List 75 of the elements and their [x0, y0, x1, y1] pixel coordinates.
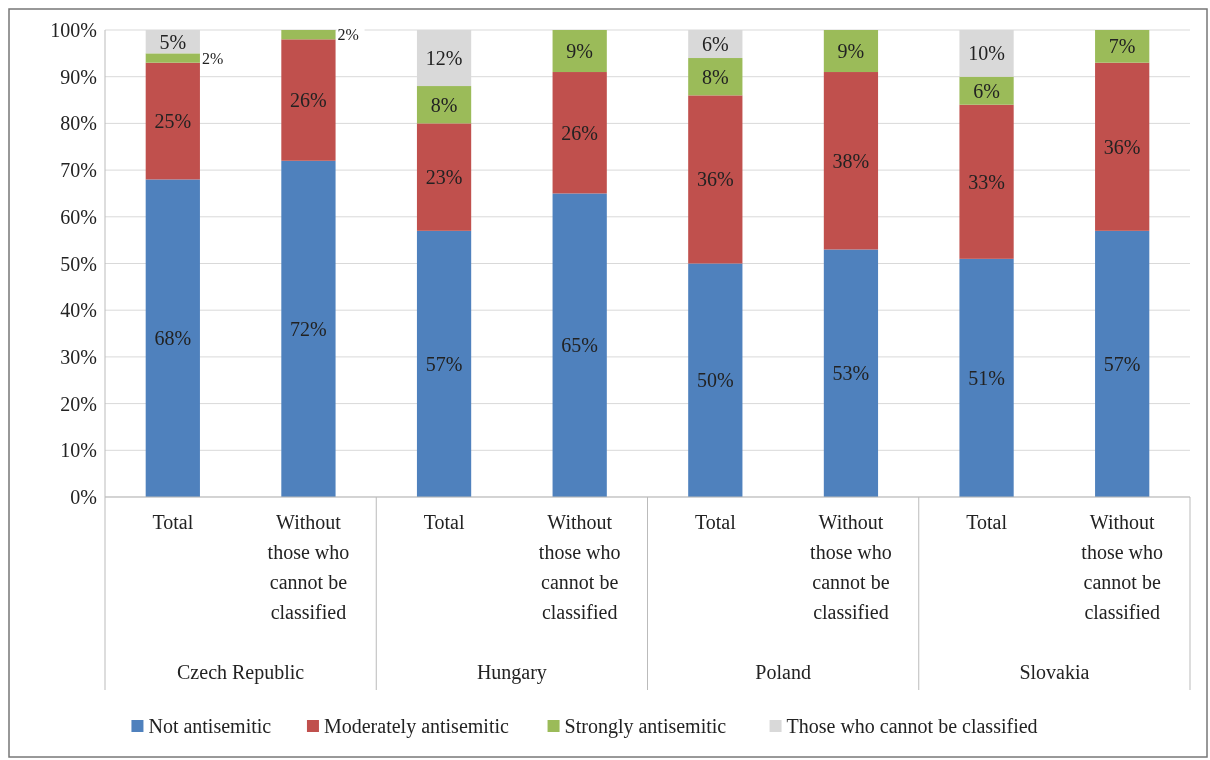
y-tick-label: 50%: [60, 252, 97, 275]
data-label: 26%: [290, 89, 327, 112]
x-tick-label: Without those who cannot be classified: [538, 511, 621, 623]
bar: [959, 104, 1014, 259]
y-tick-label: 60%: [60, 205, 97, 228]
data-label: 2%: [201, 49, 224, 67]
bar: [416, 230, 472, 497]
y-tick-label: 20%: [60, 392, 97, 415]
data-label: 33%: [968, 170, 1005, 193]
data-label: 38%: [832, 149, 870, 172]
bar: [145, 179, 200, 497]
bar: [1095, 30, 1150, 63]
bar: [552, 72, 607, 194]
data-label: 6%: [973, 79, 1000, 102]
y-tick-label: 70%: [60, 159, 97, 182]
text: Czech Republic: [177, 661, 305, 684]
bar: [552, 30, 607, 73]
y-tick-label: 0%: [70, 486, 97, 508]
bar: [1095, 230, 1150, 497]
x-tick-label: Total: [966, 511, 1008, 533]
bar: [823, 72, 879, 250]
y-tick-label: 90%: [60, 65, 97, 88]
x-tick-label: Without those who cannot be classified: [1081, 511, 1164, 623]
data-label: 26%: [561, 121, 599, 144]
data-label: 57%: [1103, 352, 1141, 375]
data-label: 10%: [968, 42, 1005, 65]
data-label: 72%: [290, 317, 327, 340]
y-tick-label: 80%: [60, 112, 97, 135]
x-tick-label: Total: [423, 511, 465, 533]
x-tick-label: Total: [694, 511, 737, 533]
bar: [552, 193, 607, 497]
text: Slovakia: [1019, 661, 1090, 683]
data-label: 8%: [701, 65, 729, 88]
data-label: 36%: [696, 168, 734, 191]
data-label: 6%: [701, 33, 729, 56]
data-label: 68%: [154, 327, 192, 350]
data-label: 36%: [1103, 135, 1141, 158]
y-tick-label: 100%: [50, 19, 97, 41]
legend-label: Strongly antisemitic: [564, 715, 727, 738]
data-label: 9%: [837, 40, 865, 63]
bar: [145, 62, 200, 180]
bar: [688, 95, 743, 264]
x-tick-label: Total: [152, 511, 194, 533]
bar: [823, 30, 879, 73]
bar: [959, 258, 1014, 497]
data-label: 2%: [337, 26, 359, 44]
bar: [416, 123, 472, 231]
data-label: 23%: [425, 166, 463, 189]
data-label: 5%: [159, 30, 187, 53]
y-tick-label: 40%: [60, 299, 97, 322]
data-label: 51%: [968, 366, 1005, 389]
data-label: 12%: [425, 47, 463, 70]
x-tick-label: Without those who cannot be classified: [810, 511, 892, 623]
legend-label: Those who cannot be classified: [786, 715, 1038, 737]
bar: [688, 263, 743, 497]
y-tick-label: 10%: [60, 439, 97, 462]
data-label: 50%: [696, 369, 734, 392]
data-label: 8%: [430, 93, 458, 116]
data-label: 57%: [425, 352, 463, 375]
legend-label: Moderately antisemitic: [323, 715, 510, 738]
bar: [281, 30, 336, 40]
bar: [281, 160, 336, 497]
legend-label: Not antisemitic: [148, 715, 272, 737]
data-label: 9%: [566, 40, 594, 63]
text: Hungary: [476, 661, 547, 684]
data-label: 53%: [832, 362, 870, 385]
x-tick-label: Without those who cannot be classified: [267, 511, 350, 623]
y-tick-label: 30%: [60, 345, 97, 368]
bar: [823, 249, 879, 497]
data-label: 7%: [1108, 35, 1136, 58]
text: Poland: [755, 661, 811, 683]
bar: [1095, 62, 1150, 231]
bar: [281, 39, 336, 161]
data-label: 25%: [154, 110, 192, 133]
data-label: 65%: [561, 334, 599, 357]
